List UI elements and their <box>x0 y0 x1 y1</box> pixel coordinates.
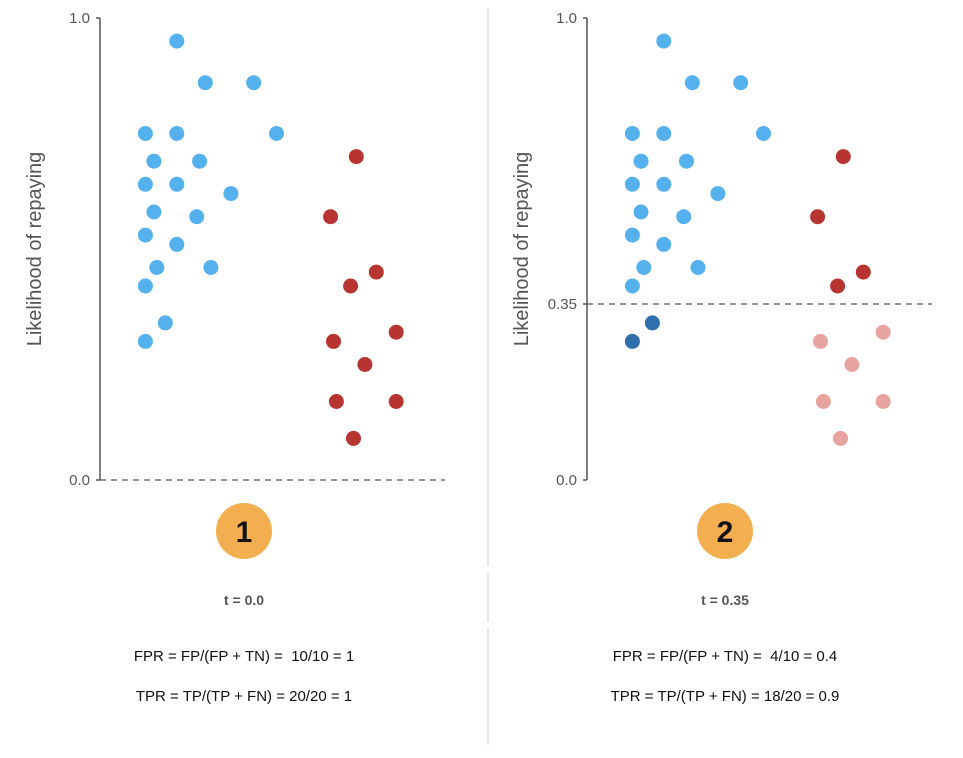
positive-point <box>624 333 640 349</box>
positive-point <box>137 227 153 243</box>
positive-point <box>223 186 239 202</box>
negative-point <box>810 209 826 225</box>
positive-point <box>656 33 672 49</box>
negative-point <box>368 264 384 280</box>
positive-point <box>710 186 726 202</box>
tick-label-bottom: 0.0 <box>69 472 90 489</box>
badge-number: 2 <box>717 516 734 549</box>
positive-point <box>733 75 749 91</box>
badge-number: 1 <box>236 516 253 549</box>
positive-point <box>656 176 672 192</box>
positive-point <box>169 176 185 192</box>
tick-label-top: 1.0 <box>69 10 90 27</box>
positive-point <box>169 236 185 252</box>
y-axis-label: Likelihood of repaying <box>24 152 46 347</box>
positive-point <box>690 260 706 275</box>
positive-point <box>169 126 185 141</box>
negative-point <box>830 278 846 294</box>
negative-point <box>357 357 373 372</box>
data-points <box>624 33 891 446</box>
negative-point <box>326 333 341 349</box>
badge-circle <box>216 503 272 559</box>
positive-point <box>269 126 284 141</box>
positive-point <box>137 278 153 294</box>
positive-point <box>656 236 672 252</box>
negative-point <box>323 209 339 225</box>
negative-point <box>833 430 848 446</box>
negative-point <box>855 264 871 280</box>
positive-point <box>146 153 162 169</box>
negative-point <box>343 278 359 294</box>
positive-point <box>137 333 153 349</box>
positive-point <box>756 126 771 141</box>
negative-point <box>835 149 851 165</box>
positive-point <box>246 75 262 91</box>
tick-label-bottom: 0.0 <box>556 472 577 489</box>
fpr-formula: FPR = FP/(FP + TN) = 4/10 = 0.4 <box>613 648 838 665</box>
tpr-formula: TPR = TP/(TP + FN) = 20/20 = 1 <box>136 688 352 705</box>
tick-label-top: 1.0 <box>556 10 577 27</box>
negative-point <box>388 394 404 409</box>
positive-point <box>644 315 660 331</box>
threshold-label: t = 0.35 <box>701 592 749 608</box>
positive-point <box>624 278 640 294</box>
negative-point <box>815 394 831 409</box>
positive-point <box>137 126 153 141</box>
positive-point <box>633 204 649 220</box>
negative-point <box>844 357 860 372</box>
panel-2: 1.0 0.35 0.0 Likelihood of repaying 2 t … <box>511 10 932 705</box>
positive-point <box>192 153 208 169</box>
positive-point <box>203 260 219 275</box>
positive-point <box>636 260 652 275</box>
positive-point <box>624 176 640 192</box>
negative-point <box>348 149 364 165</box>
threshold-label: t = 0.0 <box>224 592 264 608</box>
tick-label-threshold: 0.35 <box>548 296 577 313</box>
positive-point <box>624 126 640 141</box>
negative-point <box>875 394 891 409</box>
badge-circle <box>697 503 753 559</box>
panel-1: 1.0 0.0 Likelihood of repaying 1 t = 0.0… <box>24 10 445 705</box>
tpr-formula: TPR = TP/(TP + FN) = 18/20 = 0.9 <box>611 688 840 705</box>
positive-point <box>189 209 205 225</box>
positive-point <box>137 176 153 192</box>
fpr-formula: FPR = FP/(FP + TN) = 10/10 = 1 <box>134 648 354 665</box>
positive-point <box>149 260 165 275</box>
positive-point <box>676 209 692 225</box>
negative-point <box>875 324 891 340</box>
positive-point <box>656 126 672 141</box>
negative-point <box>388 324 404 340</box>
data-points <box>137 33 404 446</box>
positive-point <box>169 33 185 49</box>
positive-point <box>157 315 173 331</box>
negative-point <box>328 394 344 409</box>
positive-point <box>633 153 649 169</box>
positive-point <box>146 204 162 220</box>
negative-point <box>813 333 828 349</box>
positive-point <box>684 75 700 91</box>
positive-point <box>197 75 213 91</box>
positive-point <box>624 227 640 243</box>
positive-point <box>679 153 694 169</box>
negative-point <box>346 430 361 446</box>
y-axis-label: Likelihood of repaying <box>511 152 533 347</box>
